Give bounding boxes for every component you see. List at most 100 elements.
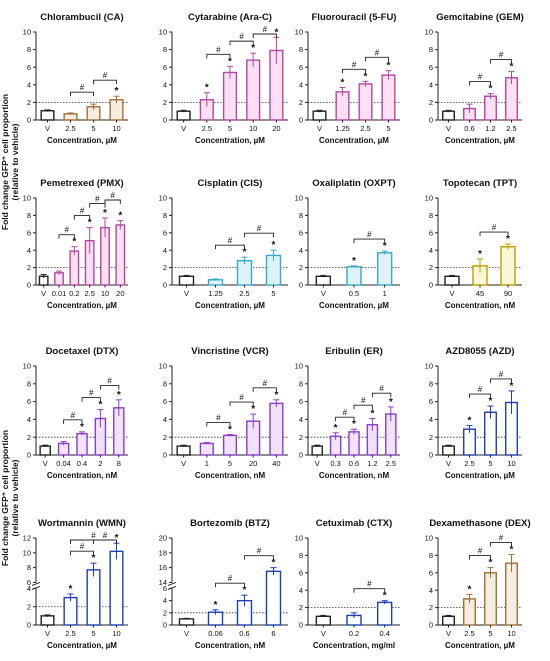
comparison-bracket: [479, 231, 509, 237]
bar: [442, 615, 455, 626]
x-tick-label: V: [449, 289, 454, 298]
x-tick-label: 0.6: [349, 459, 359, 468]
x-tick-label: 5: [228, 459, 232, 468]
bar: [376, 252, 393, 286]
bar: [463, 428, 476, 456]
x-axis-title: Concentration, nM: [47, 471, 118, 480]
significance-star: *: [228, 56, 232, 67]
y-tick-label: 6: [163, 228, 167, 237]
comparison-bracket: [93, 539, 117, 544]
y-tick-label: 2: [27, 602, 31, 611]
bar: [69, 250, 80, 286]
comparison-bracket: [469, 393, 491, 399]
comparison-mark: #: [228, 574, 233, 583]
comparison-bracket: [490, 378, 512, 383]
comparison-bracket: [215, 244, 245, 250]
y-tick-label: 4: [27, 246, 31, 255]
significance-star: *: [341, 77, 345, 88]
comparison-mark: #: [499, 534, 504, 543]
bar: [376, 601, 393, 626]
x-tick-label: 2.5: [506, 124, 516, 133]
y-tick-label: 2: [299, 433, 303, 442]
bar: [442, 110, 455, 121]
bar: [442, 445, 455, 456]
x-tick-label: 2.5: [360, 124, 370, 133]
y-tick-label: 6: [27, 228, 31, 237]
significance-star: *: [370, 409, 374, 420]
x-tick-label: 20: [249, 459, 257, 468]
comparison-bracket: [70, 550, 94, 556]
significance-star: *: [489, 396, 493, 407]
x-tick-label: 5: [386, 124, 390, 133]
x-tick-label: 0.01: [52, 289, 67, 298]
x-tick-label: V: [315, 459, 320, 468]
x-tick-label: V: [181, 459, 186, 468]
y-tick-label: 10: [295, 194, 303, 203]
chart-title: Wortmannin (WMN): [38, 518, 126, 529]
comparison-bracket: [353, 238, 386, 244]
significance-star: *: [334, 423, 338, 434]
x-tick-label: 1.25: [208, 289, 223, 298]
y-tick-label: 2: [163, 608, 167, 617]
comparison-mark: #: [478, 73, 483, 82]
bar: [109, 550, 124, 626]
comparison-bracket: [89, 203, 106, 208]
comparison-bracket: [353, 588, 386, 593]
x-tick-label: 2.5: [239, 289, 249, 298]
bar: [222, 434, 238, 456]
comparison-mark: #: [80, 207, 85, 216]
y-tick-label: 6: [299, 63, 303, 72]
x-tick-label: 8: [117, 459, 121, 468]
y-tick-label: 6: [163, 63, 167, 72]
comparison-bracket: [70, 539, 117, 544]
y-tick-label: 8: [163, 45, 167, 54]
comparison-mark: #: [239, 32, 244, 41]
comparison-bracket: [73, 215, 91, 220]
significance-star: *: [88, 218, 92, 229]
bar: [39, 445, 51, 456]
panel-10: Vincristine (VCR) 0 2 4 6 8 10 V 1 * 5 * 20 * 40 # # # Con…: [159, 346, 288, 480]
y-tick-label: 4: [27, 80, 31, 89]
y-tick-label: 10: [295, 28, 303, 37]
significance-star: *: [272, 240, 276, 251]
bar: [444, 275, 460, 286]
y-tick-label: 2: [299, 263, 303, 272]
y-tick-label: 0: [27, 451, 31, 460]
y-tick-label: 6: [299, 568, 303, 577]
y-tick-label: 6: [27, 63, 31, 72]
bar: [312, 110, 327, 121]
x-tick-label: V: [45, 629, 50, 638]
y-tick-label: 8: [27, 379, 31, 388]
y-tick-label: 10: [159, 28, 167, 37]
bar: [176, 445, 191, 456]
y-tick-label: 0: [27, 621, 31, 630]
y-tick-label: 10: [295, 362, 303, 371]
y-tick-label: 10: [295, 534, 303, 543]
bar: [63, 113, 78, 121]
comparison-bracket: [469, 81, 491, 86]
y-tick-label: 0: [429, 451, 433, 460]
y-tick-label: 2: [429, 263, 433, 272]
panel-2: Cytarabine (Ara-C) 0 2 4 6 8 10 V * 2.5 * 5 * 10 * 20 # #…: [159, 12, 288, 145]
x-tick-label: 40: [272, 459, 280, 468]
panel-1: Chlorambucil (CA) 0 2 4 6 8 10 V 2.5 5 * 10 # # Concen…: [23, 12, 128, 145]
x-tick-label: 1.2: [485, 124, 495, 133]
bar: [311, 445, 323, 456]
comparison-bracket: [244, 555, 274, 560]
y-tick-label: 6: [299, 397, 303, 406]
y-tick-label: 4: [163, 415, 167, 424]
y-tick-label: 8: [299, 551, 303, 560]
y-tick-label: 4: [429, 246, 433, 255]
comparison-bracket: [490, 59, 512, 64]
x-tick-label: 20: [116, 289, 124, 298]
bar: [222, 71, 238, 121]
x-axis-title: Concentration, µM: [47, 136, 117, 145]
y-tick-label: 8: [299, 45, 303, 54]
x-tick-label: 20: [272, 124, 280, 133]
comparison-bracket: [99, 385, 120, 390]
bar: [315, 275, 332, 286]
y-tick-label: 2: [163, 433, 167, 442]
significance-star: *: [251, 404, 255, 415]
x-tick-label: V: [321, 289, 326, 298]
